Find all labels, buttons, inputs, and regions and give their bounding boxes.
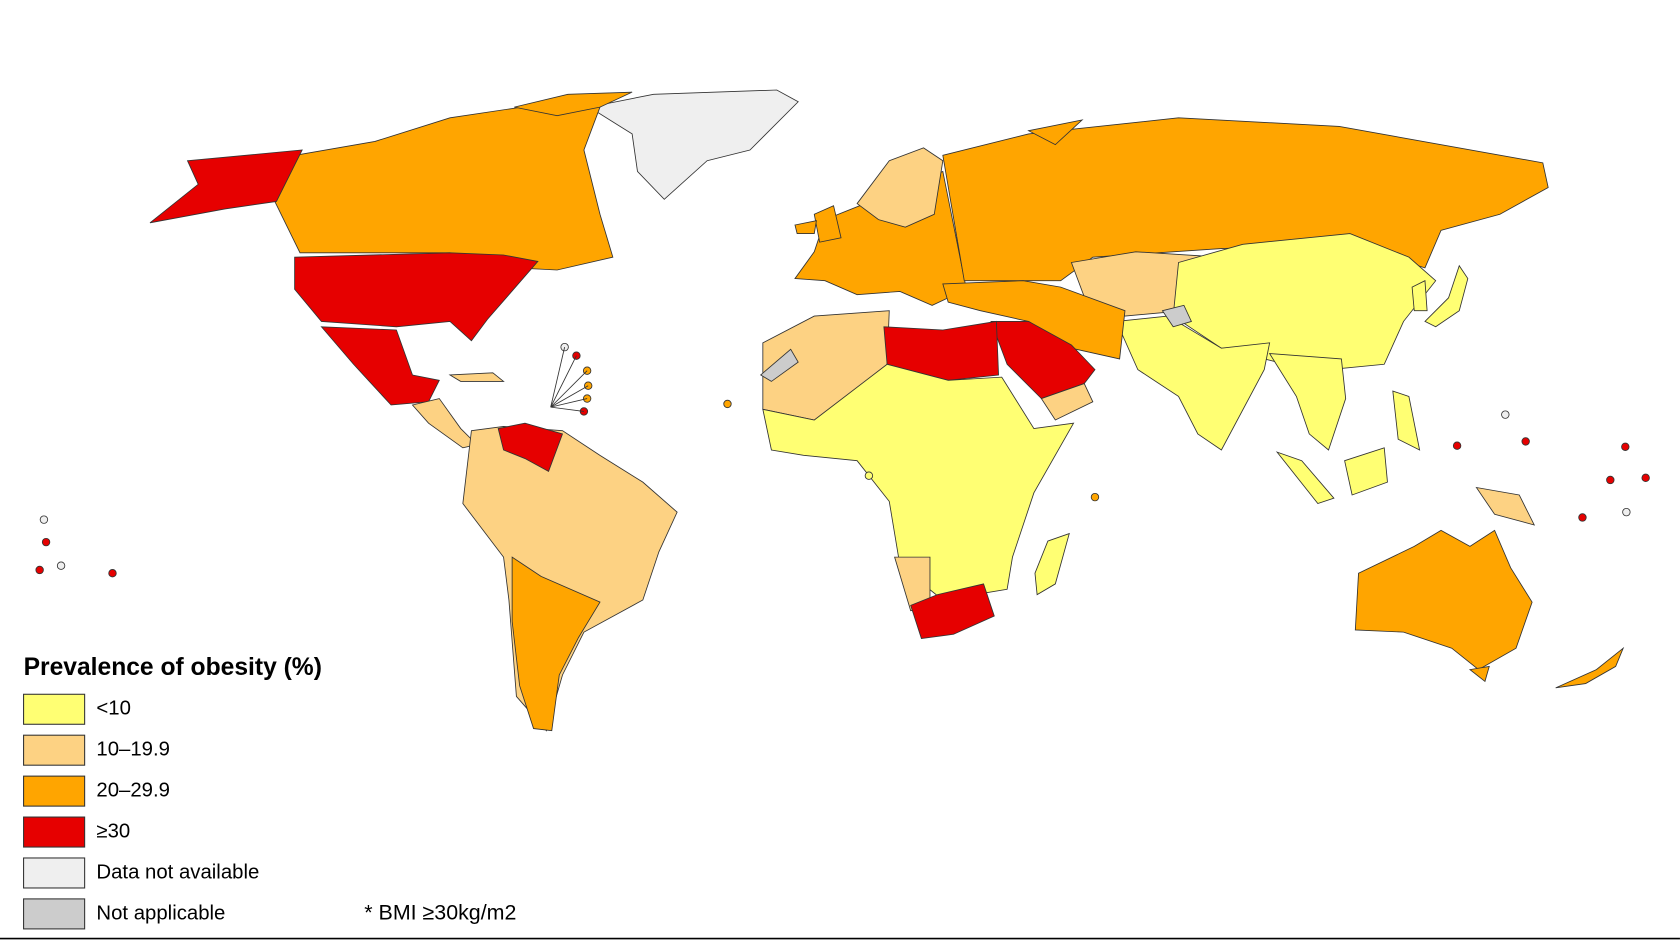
legend-label: Data not available <box>96 861 259 883</box>
island <box>1622 507 1631 517</box>
legend-label: 10–19.9 <box>96 739 170 761</box>
china <box>1172 233 1437 371</box>
south-africa <box>910 583 995 640</box>
legend: Prevalence of obesity (%) <10 10–19.9 20–2… <box>23 654 322 930</box>
island <box>39 515 49 524</box>
borneo <box>1344 447 1388 496</box>
legend-swatch <box>23 816 86 848</box>
footnote: * BMI ≥30kg/m2 <box>364 901 516 925</box>
uk <box>813 205 842 243</box>
legend-label: 20–29.9 <box>96 779 170 801</box>
island <box>108 569 117 578</box>
arabia <box>990 320 1096 400</box>
indonesia <box>1275 451 1335 505</box>
india <box>1115 315 1271 451</box>
usa <box>294 252 539 342</box>
legend-swatch <box>23 693 86 725</box>
argentina-chile <box>511 556 601 732</box>
island <box>56 561 66 570</box>
arctic-islands <box>514 91 633 117</box>
mexico <box>320 326 440 406</box>
legend-swatch <box>23 898 86 930</box>
kashmir <box>1161 304 1192 328</box>
world-map <box>35 89 1650 732</box>
legend-swatch <box>23 857 86 889</box>
island <box>1452 441 1462 450</box>
venezuela <box>497 422 564 473</box>
central-america <box>411 398 478 449</box>
legend-swatch <box>23 734 86 766</box>
russia <box>942 117 1549 282</box>
australia <box>1354 529 1533 671</box>
iceland <box>794 220 817 234</box>
island <box>864 471 874 480</box>
island <box>723 399 732 409</box>
southeast-asia <box>1268 353 1347 451</box>
legend-swatch <box>23 775 86 807</box>
iran-turkey <box>942 280 1126 360</box>
greenland <box>588 89 799 200</box>
sub-saharan-africa <box>762 363 1075 601</box>
new-zealand <box>1555 646 1625 689</box>
philippines <box>1392 390 1421 451</box>
island <box>1641 473 1650 483</box>
island <box>1501 410 1510 419</box>
south-america <box>462 425 678 732</box>
island <box>1578 513 1587 522</box>
scandinavia <box>856 147 944 228</box>
island <box>1621 442 1630 451</box>
madagascar <box>1034 532 1070 596</box>
yemen <box>1040 383 1094 421</box>
legend-label: ≥30 <box>96 820 130 842</box>
western-sahara <box>759 348 799 382</box>
legend-label: Not applicable <box>96 902 225 924</box>
alaska <box>149 149 303 224</box>
japan <box>1424 264 1469 328</box>
new-guinea <box>1475 486 1536 526</box>
island <box>1521 437 1530 446</box>
island <box>1606 475 1615 485</box>
legend-title: Prevalence of obesity (%) <box>24 654 322 681</box>
legend-label: <10 <box>96 698 131 720</box>
content: Prevalence of obesity (%) <10 10–19.9 20–2… <box>0 89 1680 940</box>
cuba <box>448 372 505 382</box>
canada <box>272 104 614 271</box>
island <box>35 565 44 575</box>
callout-lines <box>550 347 589 412</box>
korea <box>1411 280 1428 312</box>
siberia-islands <box>1027 119 1084 146</box>
island <box>1090 492 1100 502</box>
tasmania <box>1468 665 1490 683</box>
island <box>41 537 51 547</box>
